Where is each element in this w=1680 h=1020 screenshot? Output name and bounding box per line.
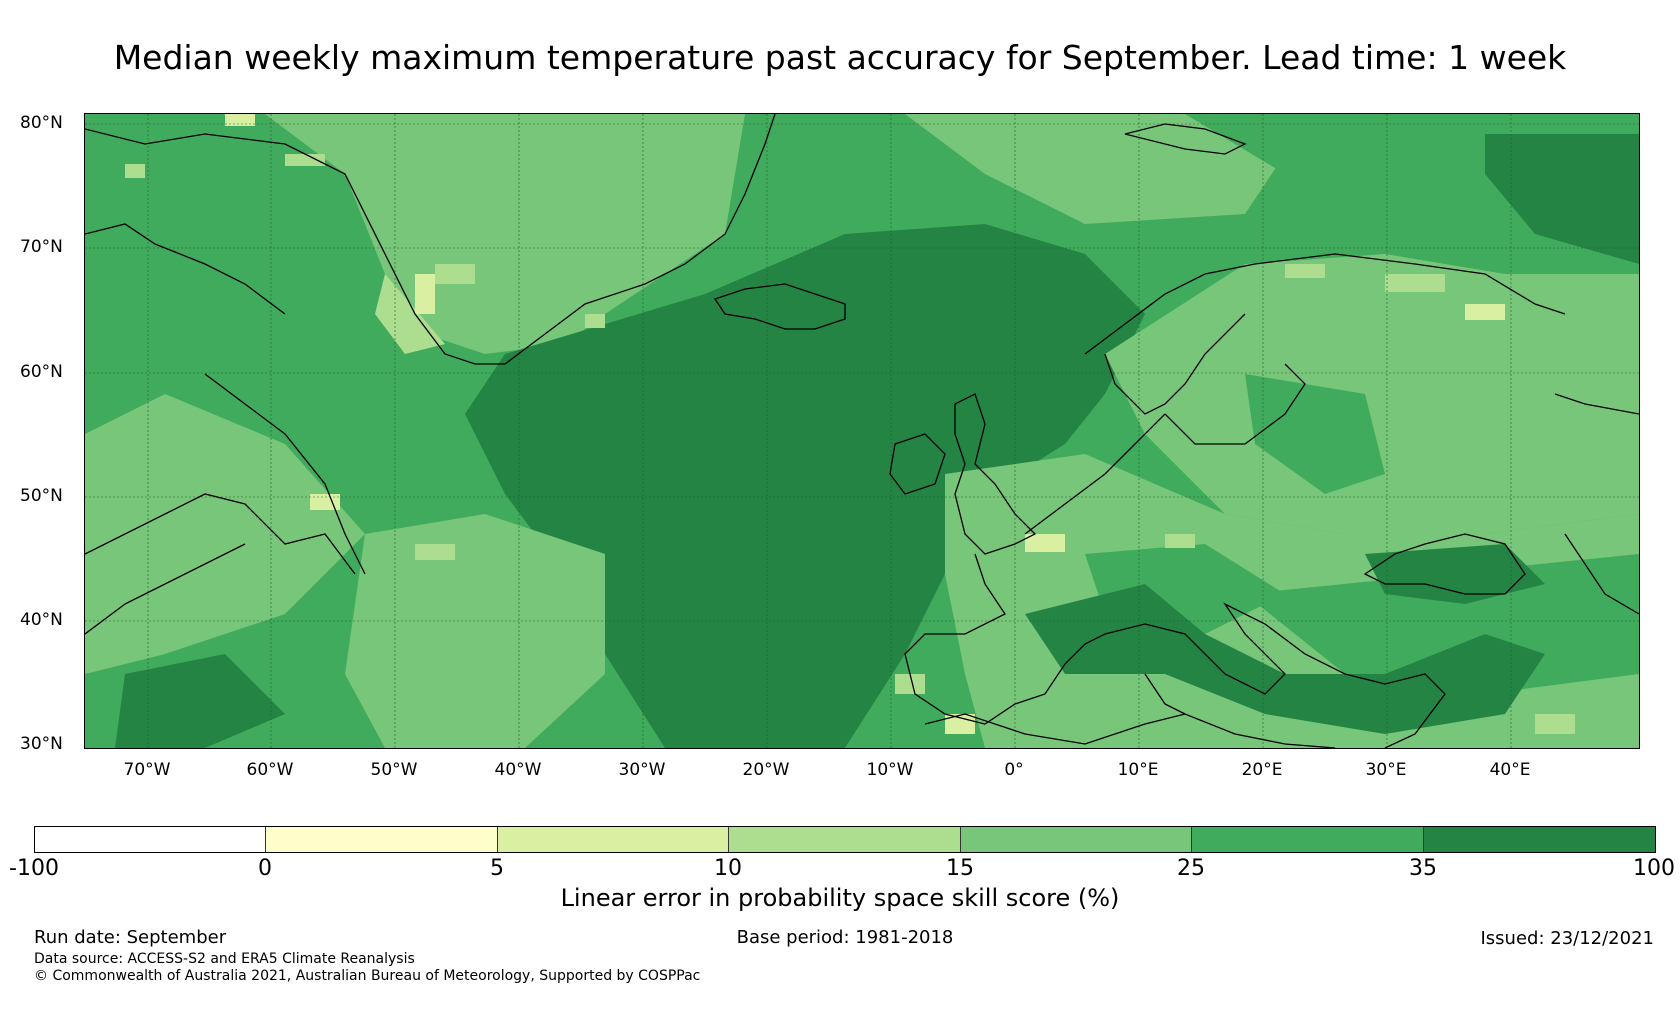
speckle (1165, 534, 1195, 548)
region-florida-sea (115, 654, 285, 748)
speckle (415, 274, 435, 314)
colorbar-label: Linear error in probability space skill … (560, 884, 1120, 912)
colorbar-tick: 25 (1177, 856, 1205, 881)
colorbar-segment-0-5 (266, 827, 498, 852)
speckle (585, 314, 605, 328)
region-north-africa (985, 674, 1185, 748)
coastlines (85, 114, 1639, 748)
speckle (1025, 534, 1065, 552)
coast-italy (1144, 673, 1186, 715)
lon-label-10e: 10°E (1117, 760, 1159, 780)
region-scandinavia-russia (1105, 254, 1639, 534)
lat-label-30n: 30°N (20, 734, 63, 754)
region-kara-sea (1485, 134, 1639, 264)
copyright: © Commonwealth of Australia 2021, Austra… (34, 968, 701, 984)
lat-label-40n: 40°N (20, 610, 63, 630)
colorbar-tick: 15 (946, 856, 974, 881)
coast-ireland (889, 433, 946, 495)
speckle (415, 544, 455, 560)
lon-label-30e: 30°E (1365, 760, 1407, 780)
lon-label-20w: 20°W (742, 760, 790, 780)
coast-norway-russia (1084, 253, 1566, 355)
base-period: Base period: 1981-2018 (736, 927, 954, 948)
lon-label-70w: 70°W (123, 760, 171, 780)
coast-us-east (85, 543, 246, 635)
lon-label-0: 0° (1004, 760, 1024, 780)
skill-score-map (84, 113, 1640, 749)
colorbar-segment-15-25 (961, 827, 1192, 852)
colorbar-segment-25-35 (1192, 827, 1424, 852)
region-barents-west (905, 114, 1285, 224)
speckle (285, 154, 325, 166)
chart-title: Median weekly maximum temperature past a… (113, 38, 1567, 77)
speckle (1385, 274, 1445, 292)
coast-north-sea (1024, 413, 1166, 535)
coast-scandinavia-south (1104, 313, 1246, 415)
colorbar-tick: 35 (1409, 856, 1437, 881)
lon-label-10w: 10°W (866, 760, 914, 780)
colorbar-tick: 10 (714, 856, 742, 881)
lat-label-60n: 60°N (20, 362, 63, 382)
speckle (895, 674, 925, 694)
speckle (225, 114, 255, 126)
region-north-atlantic (465, 224, 1145, 748)
colorbar-segment-neg100-0 (35, 827, 266, 852)
coast-svalbard (1124, 123, 1247, 155)
speckle (1465, 304, 1505, 320)
lon-label-50w: 50°W (370, 760, 418, 780)
skill-score-grid (85, 114, 1639, 748)
graticule (85, 114, 1639, 748)
region-greenland (265, 114, 745, 354)
coast-caspian (1564, 533, 1639, 615)
coast-russia-east (1554, 393, 1639, 415)
lat-label-80n: 80°N (20, 113, 63, 133)
lon-label-30w: 30°W (618, 760, 666, 780)
speckle (310, 494, 340, 510)
coast-mediterranean (904, 553, 1446, 748)
speckle (1285, 264, 1325, 278)
region-mid-atlantic (345, 514, 605, 748)
coast-britain (954, 393, 1037, 555)
colorbar-segment-5-10 (498, 827, 729, 852)
lat-label-70n: 70°N (20, 237, 63, 257)
coast-labrador (204, 373, 366, 575)
region-greenland-coast (375, 274, 445, 354)
colorbar (34, 826, 1656, 853)
run-date: Run date: September (34, 927, 227, 948)
region-baltic (1245, 374, 1385, 494)
lat-label-50n: 50°N (20, 486, 63, 506)
coast-north-africa (924, 713, 1336, 748)
lon-label-20e: 20°E (1241, 760, 1283, 780)
colorbar-tick: -100 (9, 856, 59, 881)
coast-baltic (1164, 363, 1306, 445)
region-greenland-sea (745, 114, 985, 234)
region-black-sea (1365, 544, 1545, 604)
coast-gulf-st-lawrence (85, 493, 356, 575)
issued-date: Issued: 23/12/2021 (1480, 928, 1654, 949)
speckle (945, 714, 975, 734)
colorbar-tick: 0 (258, 856, 272, 881)
speckle (1535, 714, 1575, 734)
colorbar-segment-10-15 (729, 827, 961, 852)
lon-label-60w: 60°W (246, 760, 294, 780)
data-source: Data source: ACCESS-S2 and ERA5 Climate … (34, 951, 415, 967)
region-west-atlantic (85, 394, 365, 674)
colorbar-tick: 5 (490, 856, 504, 881)
colorbar-segment-35-100 (1424, 827, 1655, 852)
speckle (435, 264, 475, 284)
coast-black-sea (1363, 533, 1526, 595)
colorbar-tick: 100 (1633, 856, 1675, 881)
region-labrador (85, 134, 385, 434)
region-mediterranean (1025, 584, 1545, 734)
lon-label-40w: 40°W (494, 760, 542, 780)
coast-baffin (85, 223, 286, 315)
coast-greenland (85, 114, 776, 365)
lon-label-40e: 40°E (1489, 760, 1531, 780)
map-canvas (85, 114, 1639, 748)
coast-iceland (713, 283, 846, 330)
speckle (125, 164, 145, 178)
